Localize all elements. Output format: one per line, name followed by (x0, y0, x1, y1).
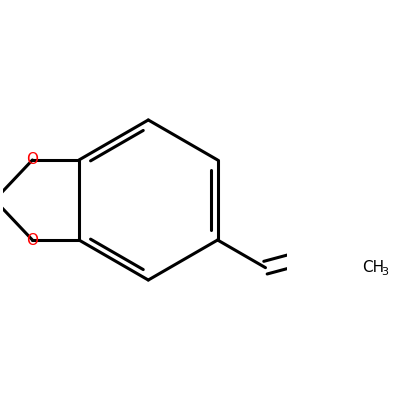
Text: CH: CH (362, 260, 384, 275)
Text: O: O (26, 232, 38, 248)
Text: 3: 3 (382, 267, 388, 277)
Text: O: O (26, 152, 38, 168)
